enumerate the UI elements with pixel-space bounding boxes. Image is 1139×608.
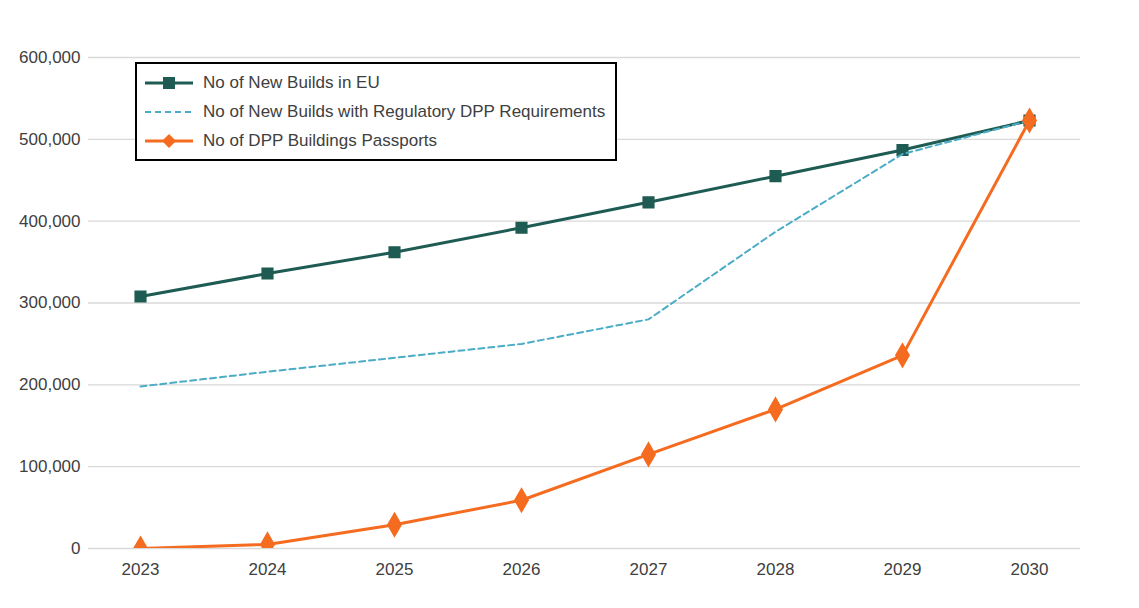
- svg-text:2030: 2030: [1011, 560, 1049, 579]
- svg-text:400,000: 400,000: [19, 212, 80, 231]
- svg-text:2029: 2029: [884, 560, 922, 579]
- svg-text:2026: 2026: [503, 560, 541, 579]
- svg-text:100,000: 100,000: [19, 457, 80, 476]
- html-text:No of New Builds with Regulato: No of New Builds with Regulatory DPP Req…: [203, 101, 606, 121]
- svg-text:300,000: 300,000: [19, 293, 80, 312]
- svg-text:0: 0: [71, 539, 80, 558]
- svg-text:500,000: 500,000: [19, 130, 80, 149]
- svg-text:200,000: 200,000: [19, 375, 80, 394]
- svg-text:2027: 2027: [630, 560, 668, 579]
- html-text:No of DPP Buildings Passports: No of DPP Buildings Passports: [203, 130, 437, 150]
- svg-text:2023: 2023: [122, 560, 160, 579]
- svg-text:2025: 2025: [376, 560, 414, 579]
- html-text:No of New Builds in EU: No of New Builds in EU: [203, 72, 380, 92]
- svg-text:600,000: 600,000: [19, 48, 80, 67]
- svg-text:2028: 2028: [757, 560, 795, 579]
- svg-text:2024: 2024: [249, 560, 287, 579]
